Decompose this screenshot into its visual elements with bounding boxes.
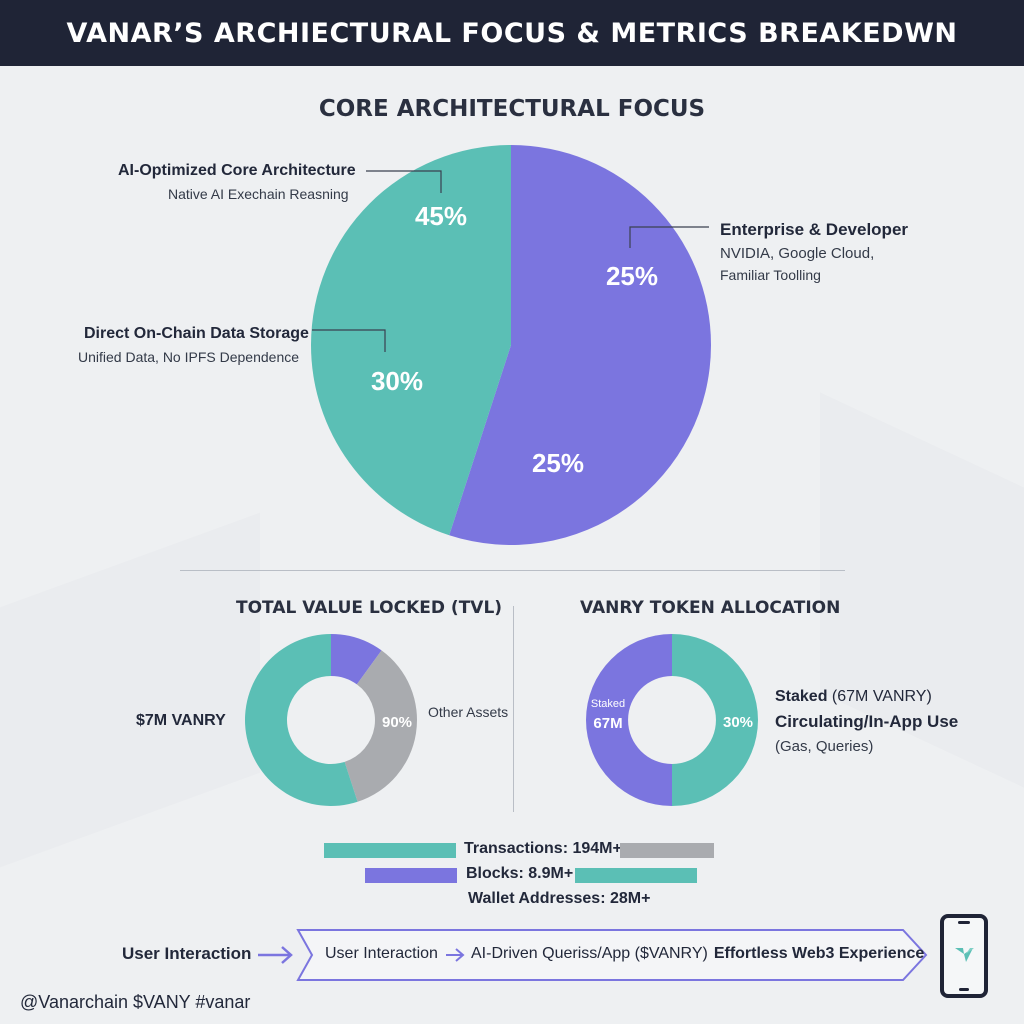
flow-box bbox=[296, 929, 928, 981]
tvl-donut-slice-2 bbox=[244, 634, 358, 806]
pie-chart-title: CORE ARCHITECTURAL FOCUS bbox=[318, 96, 706, 122]
leader-line bbox=[629, 226, 709, 248]
main-pie-slice-3 bbox=[311, 145, 511, 345]
allocation-legend-staked: Staked (67M VANRY) bbox=[775, 688, 932, 705]
flow-step-start: User Interaction bbox=[325, 945, 438, 962]
slice-sublabel-enterprise-2: Familiar Toolling bbox=[720, 267, 821, 283]
allocation-donut-chart: 30% 67M Staked bbox=[586, 634, 758, 806]
alloc-donut-percent-label-1: 67M bbox=[593, 715, 622, 732]
alloc-donut-slice-0 bbox=[672, 634, 758, 806]
section-divider bbox=[180, 570, 845, 571]
allocation-title: VANRY TOKEN ALLOCATION bbox=[580, 598, 841, 618]
slice-label-enterprise: Enterprise & Developer bbox=[720, 220, 909, 239]
main-pie-slice-1 bbox=[449, 345, 711, 545]
slice-label-onchain-storage: Direct On-Chain Data Storage bbox=[84, 325, 309, 342]
tvl-donut-slice-1 bbox=[344, 650, 417, 802]
slice-sublabel-ai-core: Native AI Exechain Reasning bbox=[168, 186, 349, 202]
metric-wallets: Wallet Addresses: 28M+ bbox=[468, 890, 651, 907]
flow-arrow-icon bbox=[446, 948, 465, 962]
main-pie-slice-0 bbox=[511, 145, 711, 345]
flow-step-mid: AI-Driven Queriss/App ($VANRY) Effortles… bbox=[471, 945, 925, 962]
tvl-donut-slice-0 bbox=[331, 634, 382, 685]
main-pie-chart: 25% 25% 30% 45% bbox=[311, 145, 711, 545]
tvl-title: TOTAL VALUE LOCKED (TVL) bbox=[236, 598, 503, 618]
flow-label: User Interaction bbox=[122, 944, 252, 963]
alloc-donut-percent-label-0: 30% bbox=[723, 714, 753, 731]
allocation-legend-gas: (Gas, Queries) bbox=[775, 738, 874, 755]
main-pie-percent-label-2: 30% bbox=[371, 366, 423, 396]
tvl-label-vanry: $7M VANRY bbox=[136, 712, 226, 729]
leader-line bbox=[312, 329, 386, 352]
footer-handle: @Vanarchain $VANY #vanar bbox=[20, 992, 251, 1012]
main-pie-percent-label-0: 25% bbox=[606, 261, 658, 291]
alloc-donut-slice-1 bbox=[586, 634, 672, 806]
alloc-donut-inner-label: Staked bbox=[591, 698, 625, 710]
section-divider bbox=[513, 606, 514, 812]
phone-icon bbox=[940, 914, 988, 998]
tvl-donut-chart: 90% bbox=[244, 634, 417, 806]
metric-bar bbox=[324, 843, 456, 858]
tvl-label-other-assets: Other Assets bbox=[428, 704, 509, 720]
metric-transactions: Transactions: 194M+ bbox=[464, 840, 622, 857]
slice-label-ai-core: AI-Optimized Core Architecture bbox=[118, 162, 356, 179]
leader-line bbox=[366, 170, 442, 193]
metric-blocks: Blocks: 8.9M+ bbox=[466, 865, 574, 882]
slice-sublabel-onchain-storage: Unified Data, No IPFS Dependence bbox=[78, 349, 300, 365]
slice-sublabel-enterprise-1: NVIDIA, Google Cloud, bbox=[720, 245, 875, 262]
metric-bar bbox=[620, 843, 714, 858]
allocation-legend-circulating: Circulating/In-App Use bbox=[775, 712, 959, 731]
tvl-donut-percent-label-1: 90% bbox=[382, 714, 412, 731]
main-pie-percent-label-1: 25% bbox=[532, 448, 584, 478]
main-pie-slice-2 bbox=[311, 345, 511, 536]
page-header: VANAR’S ARCHIECTURAL FOCUS & METRICS BRE… bbox=[0, 0, 1024, 66]
page-title: VANAR’S ARCHIECTURAL FOCUS & METRICS BRE… bbox=[66, 17, 958, 49]
metric-bar bbox=[575, 868, 697, 883]
main-pie-percent-label-3: 45% bbox=[415, 201, 467, 231]
metric-bar bbox=[365, 868, 457, 883]
flow-arrow-icon bbox=[258, 946, 293, 964]
